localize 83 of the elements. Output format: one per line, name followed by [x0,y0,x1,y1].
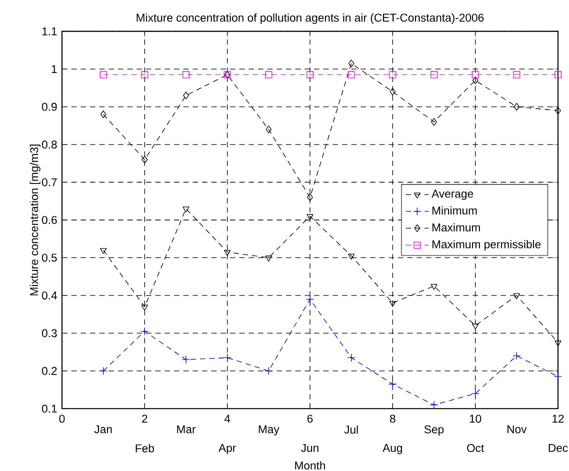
text: Feb [136,444,154,452]
y-tick-label: 1.1 [42,27,57,36]
legend-label: Minimum [432,206,477,215]
x-tick-label: 6 [307,414,313,423]
x-tick-label: 10 [470,414,482,423]
point [389,71,396,78]
x-axis-title: Month [295,461,326,470]
text: Apr [218,444,236,454]
point [514,102,520,111]
point [430,71,438,78]
point [141,71,148,78]
point [142,156,148,164]
text: Aug [382,444,402,454]
y-tick-label: 0.9 [42,102,57,111]
point [224,250,231,256]
point [140,327,149,336]
point [265,71,272,78]
text: Sep [424,425,444,436]
point [388,380,397,388]
text: Jul [344,425,358,434]
point [348,60,354,68]
y-tick-label: 1 [52,65,57,73]
text: May [258,425,280,436]
y-tick-label: 0.4 [42,291,57,300]
text: Oct [467,444,484,452]
point [555,106,561,114]
chart-title: Mixture concentration of pollution agents in air (CET-Constanta)-2006 [136,13,484,24]
point [307,194,313,202]
point [430,400,438,409]
point [182,206,190,212]
y-tick-label: 0.1 [42,404,57,413]
point [348,254,355,260]
text: Jan [94,425,112,434]
point [100,71,107,78]
point [431,118,437,126]
point [513,293,520,300]
point [471,389,480,398]
point [347,354,356,362]
text: Dec [548,444,568,452]
x-tick-label: 12 [552,414,564,423]
y-tick-label: 0.3 [42,329,57,338]
point [472,76,478,84]
point [265,256,272,262]
point [183,92,189,100]
point [389,300,396,307]
y-tick-label: 0.2 [42,366,57,375]
point [554,71,562,78]
point [182,356,190,364]
point [264,366,273,375]
point [223,354,232,362]
point [430,284,438,290]
x-tick-label: 2 [142,414,148,423]
y-tick-label: 0.7 [42,178,57,186]
point [348,71,355,78]
text: Nov [508,425,527,434]
point [306,295,314,304]
point [182,71,190,78]
x-tick-label: 0 [59,414,65,423]
point [390,88,396,96]
legend-label: Maximum permissible [432,240,541,251]
point [554,340,562,346]
point [472,71,479,78]
point [99,366,108,375]
y-tick-label: 0.8 [42,140,57,149]
y-tick-label: 0.5 [42,254,57,262]
legend-label: Average [432,190,474,200]
point [306,214,314,220]
text: Mar [177,425,196,434]
point [100,110,106,118]
point [266,126,272,134]
point [306,71,314,78]
point [472,324,479,330]
x-tick-label: 4 [224,414,230,422]
y-tick-label: 0.6 [42,216,57,224]
point [554,372,562,381]
point [513,71,520,78]
point [141,304,148,311]
legend-label: Maximum [432,223,480,232]
point [100,248,107,254]
point [512,352,521,360]
y-axis-title: Mixture concentration [mg/m3] [30,144,40,296]
text: Jun [301,444,318,452]
x-tick-label: 8 [390,414,396,423]
